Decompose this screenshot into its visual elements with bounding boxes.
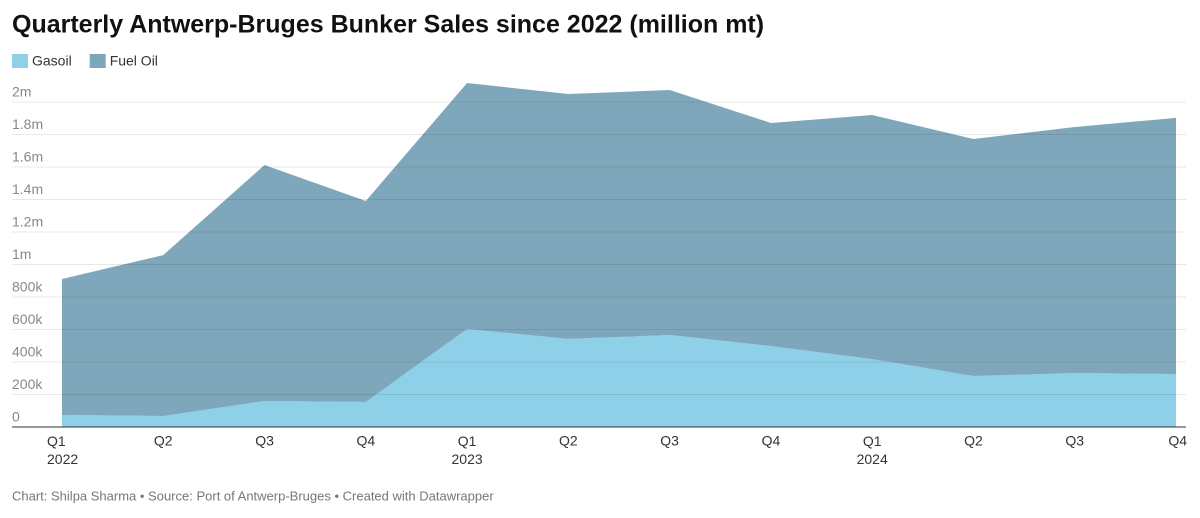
x-tick-label: Q1 2022: [47, 433, 78, 467]
legend-swatch: [12, 54, 28, 68]
chart-title: Quarterly Antwerp-Bruges Bunker Sales si…: [12, 11, 764, 39]
x-tick-label: Q2: [154, 433, 173, 449]
y-tick-label: 400k: [12, 344, 43, 360]
y-tick-label: 600k: [12, 311, 43, 327]
y-tick-label: 200k: [12, 376, 43, 392]
area: [62, 329, 1176, 427]
y-tick-label: 1.4m: [12, 181, 43, 197]
x-tick-label: Q1 2023: [452, 433, 483, 467]
footer: Chart: Shilpa Sharma • Source: Port of A…: [12, 488, 494, 503]
x-tick-label: Q3: [1065, 433, 1084, 449]
y-tick-label: 1m: [12, 246, 31, 262]
y-tick-label: 1.8m: [12, 116, 43, 132]
x-tick-label: Q2: [559, 433, 578, 449]
legend-swatch: [89, 54, 106, 68]
legend-label: Fuel Oil: [110, 53, 158, 69]
x-tick-label: Q3: [660, 433, 679, 449]
y-tick-label: 0: [12, 409, 20, 425]
x-tick-label: Q3: [255, 433, 274, 449]
y-tick-label: 1.6m: [12, 149, 43, 165]
y-tick-label: 1.2m: [12, 214, 43, 230]
y-tick-label: 800k: [12, 279, 43, 295]
x-tick-label: Q4: [1168, 433, 1187, 449]
x-tick-label: Q4: [356, 433, 375, 449]
x-tick-label: Q4: [762, 433, 781, 449]
x-tick-label: Q1 2024: [857, 433, 888, 467]
x-tick-label: Q2: [964, 433, 983, 449]
area: [62, 82, 1176, 416]
legend-label: Gasoil: [32, 53, 72, 69]
y-tick-label: 2m: [12, 84, 31, 100]
